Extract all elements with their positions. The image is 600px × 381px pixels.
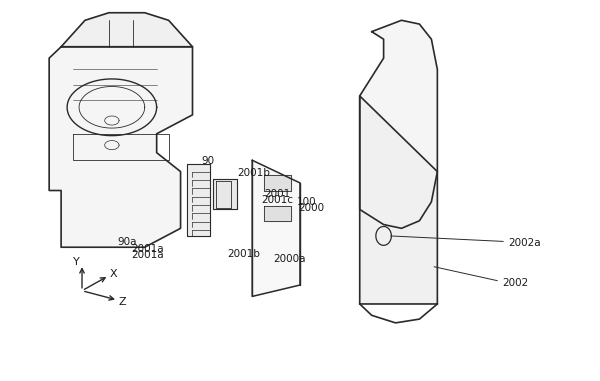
Polygon shape	[214, 179, 237, 210]
Polygon shape	[49, 47, 193, 247]
Polygon shape	[360, 20, 437, 228]
Text: 90: 90	[202, 156, 215, 166]
Text: 2001c: 2001c	[261, 195, 293, 205]
Text: 2002: 2002	[502, 278, 528, 288]
Text: 2002a: 2002a	[508, 239, 541, 248]
Text: 2001b: 2001b	[227, 249, 260, 259]
Text: X: X	[109, 269, 117, 279]
Polygon shape	[252, 160, 300, 296]
Polygon shape	[187, 164, 211, 236]
Text: 90a: 90a	[118, 237, 137, 247]
Polygon shape	[264, 175, 291, 190]
Text: Z: Z	[119, 297, 127, 307]
Text: 2001: 2001	[264, 189, 290, 199]
Text: 2001a: 2001a	[131, 244, 164, 254]
Text: 2001b: 2001b	[237, 168, 270, 178]
Text: 2001a: 2001a	[131, 250, 164, 260]
Text: 2000a: 2000a	[273, 254, 305, 264]
Polygon shape	[360, 96, 437, 304]
Text: Y: Y	[73, 257, 79, 267]
Text: 2000: 2000	[298, 203, 325, 213]
Text: 100: 100	[297, 197, 317, 207]
Polygon shape	[61, 13, 193, 47]
Polygon shape	[264, 206, 291, 221]
